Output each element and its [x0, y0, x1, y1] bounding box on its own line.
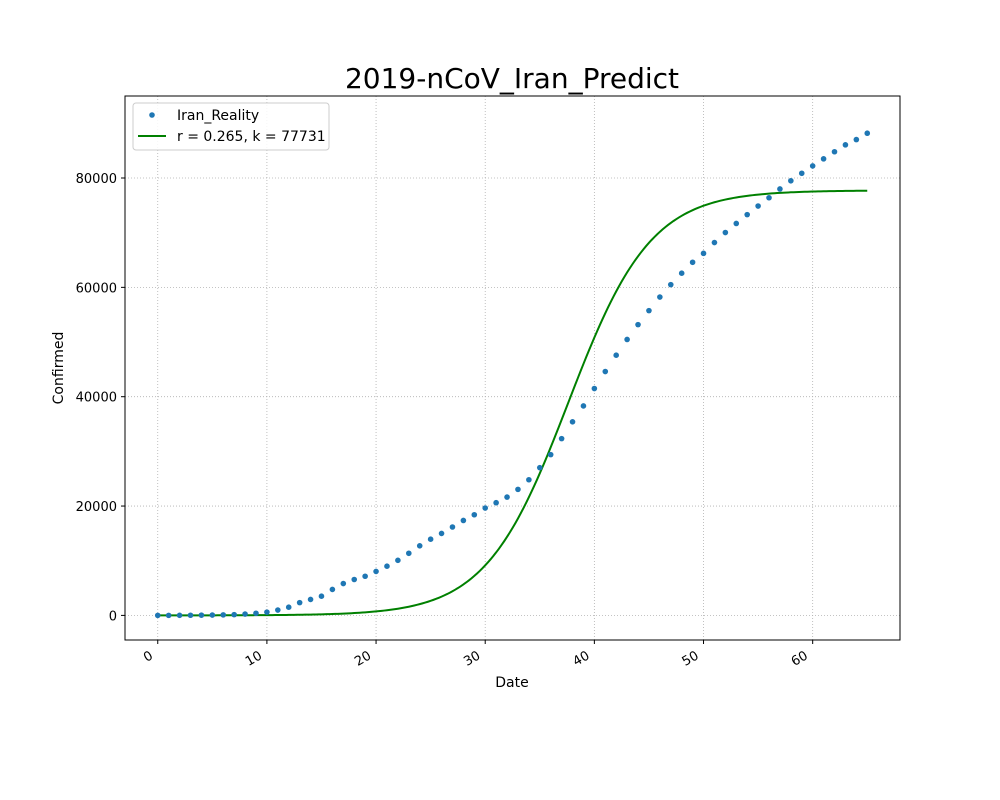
y-tick-label: 0 — [109, 609, 117, 624]
data-point — [678, 270, 685, 277]
data-point — [209, 612, 216, 618]
data-point — [547, 451, 554, 458]
data-point — [613, 352, 619, 358]
gridlines — [125, 96, 900, 640]
data-point — [275, 607, 281, 613]
data-point — [788, 177, 794, 184]
data-point — [798, 170, 805, 177]
legend: Iran_Reality r = 0.265, k = 77731 — [132, 102, 330, 151]
data-point — [482, 505, 489, 511]
y-axis-ticks: 0 20000 40000 60000 80000 — [76, 172, 125, 624]
reality-points-group — [154, 130, 871, 619]
data-point — [667, 281, 674, 288]
data-point — [198, 612, 205, 618]
y-tick-label: 80000 — [76, 172, 117, 187]
x-tick-label: 10 — [243, 648, 265, 669]
data-point — [657, 294, 663, 300]
data-point — [809, 163, 816, 169]
data-point — [515, 486, 521, 493]
data-point — [449, 524, 456, 530]
data-point — [558, 435, 565, 442]
x-axis-ticks: 0 10 20 30 40 50 60 — [141, 640, 814, 670]
data-point — [526, 476, 532, 483]
x-axis-label: Date — [495, 675, 528, 691]
data-point — [864, 130, 871, 137]
data-point — [340, 580, 347, 587]
data-point — [176, 612, 183, 619]
y-tick-label: 60000 — [76, 281, 117, 296]
data-point — [154, 612, 161, 619]
data-point — [427, 536, 434, 542]
data-point — [591, 385, 598, 392]
data-point — [406, 550, 412, 557]
data-point — [460, 517, 467, 524]
data-point — [165, 612, 172, 619]
data-point — [220, 612, 227, 618]
y-tick-label: 20000 — [76, 500, 117, 515]
data-point — [755, 203, 761, 209]
data-point — [766, 194, 772, 201]
data-point — [416, 543, 423, 549]
data-point — [646, 307, 652, 314]
x-tick-label: 50 — [680, 648, 702, 669]
plot-frame — [124, 95, 901, 641]
fit-curve — [157, 189, 868, 617]
chart-title: 2019-nCoV_Iran_Predict — [345, 62, 679, 95]
data-point — [842, 142, 849, 148]
x-tick-label: 40 — [571, 648, 593, 669]
data-point — [351, 576, 358, 583]
data-point — [318, 593, 325, 599]
data-point — [689, 259, 696, 266]
legend-label-reality: Iran_Reality — [177, 108, 259, 124]
data-point — [853, 136, 860, 143]
data-point — [700, 250, 707, 257]
data-point — [384, 563, 390, 569]
data-point — [580, 403, 587, 409]
data-point — [711, 239, 718, 246]
data-point — [536, 464, 543, 471]
data-point — [296, 599, 303, 606]
data-point — [373, 568, 379, 575]
data-point — [569, 419, 576, 425]
data-point — [777, 186, 783, 192]
data-point — [744, 211, 750, 218]
x-tick-label: 20 — [352, 648, 374, 669]
legend-label-fit: r = 0.265, k = 77731 — [177, 129, 326, 145]
data-point — [733, 220, 740, 227]
data-point — [253, 610, 259, 617]
x-tick-label: 0 — [141, 648, 156, 665]
data-point — [438, 530, 445, 537]
x-tick-label: 60 — [789, 648, 811, 669]
y-tick-label: 40000 — [76, 391, 117, 406]
legend-marker-reality — [149, 112, 155, 118]
data-point — [285, 604, 292, 610]
data-point — [471, 511, 478, 518]
data-point — [504, 494, 510, 500]
legend-box — [132, 102, 330, 151]
data-point — [187, 612, 194, 619]
data-point — [635, 321, 641, 328]
data-point — [362, 573, 368, 580]
data-point — [831, 148, 838, 155]
data-point — [329, 586, 336, 593]
data-point — [242, 611, 248, 617]
x-tick-label: 30 — [461, 648, 483, 669]
data-point — [493, 499, 499, 506]
data-point — [624, 336, 630, 343]
data-point — [264, 609, 270, 615]
data-point — [231, 611, 237, 618]
y-axis-label: Confirmed — [51, 332, 67, 405]
fit-curve-group — [157, 189, 868, 617]
data-point — [722, 229, 729, 236]
data-point — [602, 368, 609, 375]
data-point — [307, 596, 314, 603]
data-point — [395, 557, 401, 564]
data-point — [820, 156, 827, 162]
